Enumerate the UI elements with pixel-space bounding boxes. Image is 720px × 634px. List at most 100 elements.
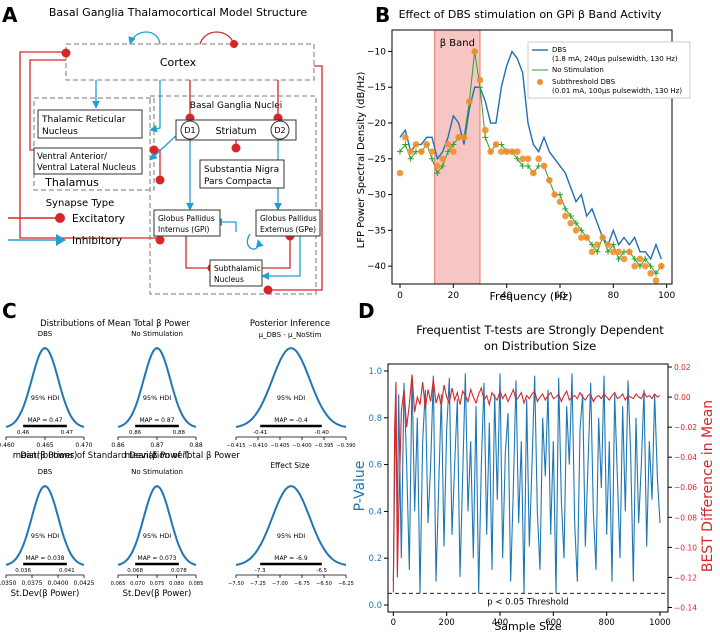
series-nostim-line (399, 51, 662, 275)
posterior-plot-4: No Stimulation 95% HDI MAP = 0.073 0.068 0.0… (111, 468, 204, 599)
beta-band-label: β Band (440, 38, 475, 49)
subthreshold-point-10 (450, 148, 457, 155)
hdi-high-1: 0.88 (173, 430, 186, 436)
y-tick-label-2: −20 (367, 119, 386, 129)
nostim-point-46 (642, 255, 649, 262)
d-yl-tick-label-5: 1.0 (368, 367, 382, 377)
subthreshold-point-12 (460, 134, 468, 141)
chart-c-bottom-title: Distributions of Standard Deviation of T… (20, 451, 240, 461)
nostim-point-31 (562, 205, 569, 212)
best-diff-line (392, 374, 661, 593)
cortex-self-loop-terminal (230, 40, 238, 48)
nostim-point-41 (615, 255, 622, 262)
snpc-label-2: Pars Compacta (204, 177, 272, 187)
posterior-title-1: No Stimulation (131, 330, 183, 338)
subthreshold-point-24 (524, 155, 532, 163)
tick-label-2-1: −0.410 (248, 443, 267, 449)
subthreshold-point-15 (476, 76, 484, 84)
nostim-point-40 (610, 241, 617, 248)
chart-b-title: Effect of DBS stimulation on GPi β Band … (399, 8, 662, 21)
posterior-title-4: No Stimulation (131, 468, 183, 476)
legend-nostim-label: No Stimulation (552, 66, 604, 74)
stn-label-2: Nucleus (214, 275, 244, 284)
nostim-point-3 (413, 148, 419, 155)
hdi-low-0: 0.46 (17, 430, 30, 436)
d1-node (180, 120, 200, 140)
nostim-point-15 (477, 84, 483, 91)
posterior-plot-5: 95% HDI MAP = -6.9 -7.3 -6.5 −7.50 −7.25 −7.00… (228, 484, 354, 587)
xlabel-3: St.Dev(β Power) (11, 589, 80, 599)
bg-nuclei-label: Basal Ganglia Nuclei (190, 101, 282, 111)
hdi-high-0: 0.47 (61, 430, 74, 436)
chart-c-post-title: Posterior Inference (250, 319, 330, 329)
subthreshold-point-41 (615, 248, 622, 256)
subthreshold-point-9 (444, 141, 452, 148)
legend-sub-swatch (537, 79, 543, 85)
tick-label-2-5: −0.390 (336, 443, 355, 449)
subthreshold-point-7 (434, 162, 441, 170)
subthreshold-point-33 (572, 227, 580, 234)
nostim-point-1 (402, 141, 409, 148)
posterior-curve-4 (117, 484, 197, 566)
hdi-high-5: -6.5 (316, 568, 327, 574)
d-x-tick-label-5: 1000 (649, 618, 671, 628)
chart-b-frame (391, 29, 673, 285)
subthreshold-point-47 (647, 269, 654, 277)
map-label-3: MAP = 0.038 (26, 555, 65, 562)
va-vl-label-1: Ventral Anterior/ (37, 152, 107, 162)
thalamic-reticular-label-1: Thalamic Reticular (41, 115, 126, 125)
nostim-point-33 (573, 220, 579, 227)
nostim-point-10 (450, 141, 457, 148)
subthreshold-point-18 (492, 141, 500, 148)
d-yr-tick-label-2: −0.02 (674, 423, 697, 432)
tick-label-5-1: −7.25 (250, 581, 266, 587)
tick-label-5-5: −6.25 (338, 581, 354, 587)
thalamic-reticular-node (37, 109, 143, 139)
d-x-tick-label-3: 600 (545, 618, 561, 628)
gpi-node (153, 209, 221, 237)
d-yr-tick-label-3: −0.04 (674, 453, 697, 462)
xlabel-4: St.Dev(β Power) (123, 589, 192, 599)
chart-b-xlabel: Frequency (Hz) (490, 290, 573, 303)
excitatory-legend-label: Excitatory (72, 213, 125, 225)
va-vl-label-2: Ventral Lateral Nucleus (37, 163, 137, 173)
series-dbs-line (399, 50, 662, 261)
snpc-node (199, 159, 285, 189)
subthreshold-point-27 (540, 162, 548, 170)
hdi-label-5: 95% HDI (277, 532, 305, 540)
nostim-point-32 (567, 213, 574, 220)
inhibitory-legend-label: Inhibitory (72, 235, 122, 247)
panel-b-letter: B (375, 3, 390, 27)
nostim-point-42 (621, 248, 627, 255)
d-yl-tick-label-2: 0.4 (368, 507, 382, 517)
subthreshold-point-4 (418, 148, 425, 155)
bg-nuclei-box (149, 95, 317, 295)
tick-label-4-1: 0.070 (130, 581, 145, 587)
threshold-label: p < 0.05 Threshold (487, 597, 568, 607)
posterior-curve-2 (235, 346, 347, 428)
x-tick-label-5: 100 (658, 291, 675, 301)
panel-c-charts: C Distributions of Mean Total β Power Po… (0, 299, 356, 599)
y-tick-label-3: −25 (367, 155, 386, 165)
tick-label-5-4: −6.50 (316, 581, 332, 587)
subthreshold-point-43 (626, 248, 633, 256)
thalamic-reticular-label-2: Nucleus (42, 127, 78, 137)
tick-label-5-2: −7.00 (272, 581, 288, 587)
subthreshold-point-25 (530, 169, 537, 177)
xlabel-0: mean(β Power) (13, 451, 78, 461)
map-label-4: MAP = 0.073 (138, 555, 177, 562)
panel-a-title: Basal Ganglia Thalamocortical Model Stru… (49, 6, 307, 19)
posterior-title-0: DBS (38, 330, 53, 338)
tick-label-3-3: 0.0425 (74, 580, 95, 587)
pvalue-line (392, 373, 661, 594)
subthreshold-point-45 (636, 255, 644, 263)
y-tick-label-6: −40 (367, 262, 386, 272)
x-tick-label-2: 40 (501, 291, 513, 301)
nostim-point-34 (578, 227, 585, 234)
subthreshold-point-35 (583, 234, 590, 241)
cortex-self-loop-excit (199, 31, 235, 45)
d1-label: D1 (184, 126, 195, 135)
tick-label-4-4: 0.085 (189, 581, 204, 587)
tick-label-5-0: −7.50 (228, 581, 244, 587)
d-yl-tick-label-0: 0.0 (368, 601, 382, 611)
